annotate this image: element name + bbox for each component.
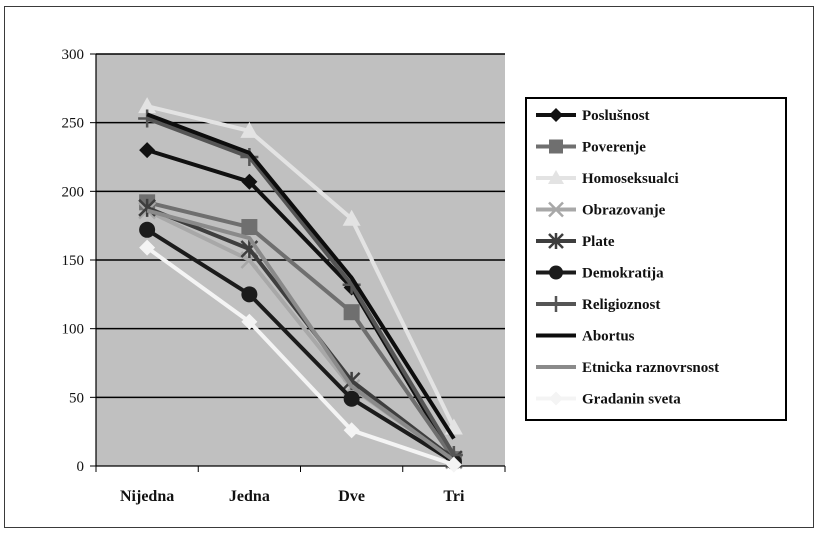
data-point-diamond: [445, 456, 462, 473]
data-point-square: [343, 304, 360, 321]
series-line: [146, 112, 456, 440]
y-tick-label: 50: [69, 390, 84, 406]
series-line: [146, 116, 456, 457]
data-point-diamond: [241, 313, 258, 330]
series-8: [146, 208, 456, 463]
legend-label: Poverenje: [582, 140, 646, 156]
x-category-label: Dve: [338, 488, 365, 505]
series-9: [139, 239, 462, 473]
legend-item: Etnicka raznovrsnost: [536, 360, 719, 376]
legend-item: Poslušnost: [536, 108, 650, 124]
legend-label: Demokratija: [582, 266, 664, 282]
data-point-triangle: [138, 97, 157, 114]
x-category-label: Tri: [443, 488, 465, 505]
data-point-circle: [241, 286, 258, 303]
data-point-square: [241, 219, 258, 236]
data-point-triangle: [548, 170, 564, 184]
y-tick-label: 0: [77, 459, 85, 475]
y-tick-label: 200: [62, 184, 85, 200]
series-line: [146, 200, 456, 461]
series-line: [146, 228, 455, 464]
x-category-label: Nijedna: [120, 488, 174, 505]
legend-item: Homoseksualci: [536, 170, 679, 187]
data-point-diamond: [549, 391, 563, 406]
legend-label: Abortus: [582, 329, 635, 345]
data-point-triangle: [240, 121, 259, 138]
legend-item: Demokratija: [536, 265, 664, 282]
data-point-circle: [549, 265, 563, 280]
legend-label: Homoseksualci: [582, 171, 679, 187]
series-line: [145, 246, 455, 467]
y-tick-label: 250: [62, 116, 85, 132]
legend-item: Obrazovanje: [536, 201, 666, 219]
legend-item: Abortus: [536, 329, 635, 345]
legend-label: Etnicka raznovrsnost: [582, 360, 719, 376]
series-2: [138, 97, 463, 435]
legend-item: Plate: [536, 233, 615, 250]
data-point-star: [548, 233, 564, 249]
data-point-x: [548, 201, 564, 218]
y-tick-label: 150: [62, 253, 85, 269]
legend-label: Poslušnost: [582, 108, 650, 124]
legend-item: Religioznost: [536, 296, 660, 313]
series-7: [146, 112, 456, 440]
data-point-square: [549, 139, 563, 154]
data-point-circle: [343, 390, 360, 407]
legend-item: Gradanin sveta: [536, 391, 681, 408]
series-line: [146, 104, 456, 429]
data-point-diamond: [241, 173, 258, 190]
data-point-plus: [548, 296, 564, 312]
data-point-triangle: [342, 209, 361, 226]
data-point-diamond: [139, 142, 156, 159]
data-point-diamond: [343, 422, 360, 439]
legend-label: Religioznost: [582, 297, 660, 313]
series-line: [146, 208, 456, 463]
y-tick-label: 300: [62, 47, 85, 63]
legend-label: Plate: [582, 234, 615, 250]
data-point-diamond: [549, 108, 563, 122]
data-point-diamond: [139, 239, 156, 256]
legend-item: Poverenje: [536, 139, 646, 156]
x-category-label: Jedna: [229, 488, 270, 505]
y-tick-label: 100: [62, 322, 85, 338]
data-point-circle: [139, 221, 156, 238]
legend-label: Gradanin sveta: [582, 392, 681, 408]
legend-label: Obrazovanje: [582, 203, 666, 219]
